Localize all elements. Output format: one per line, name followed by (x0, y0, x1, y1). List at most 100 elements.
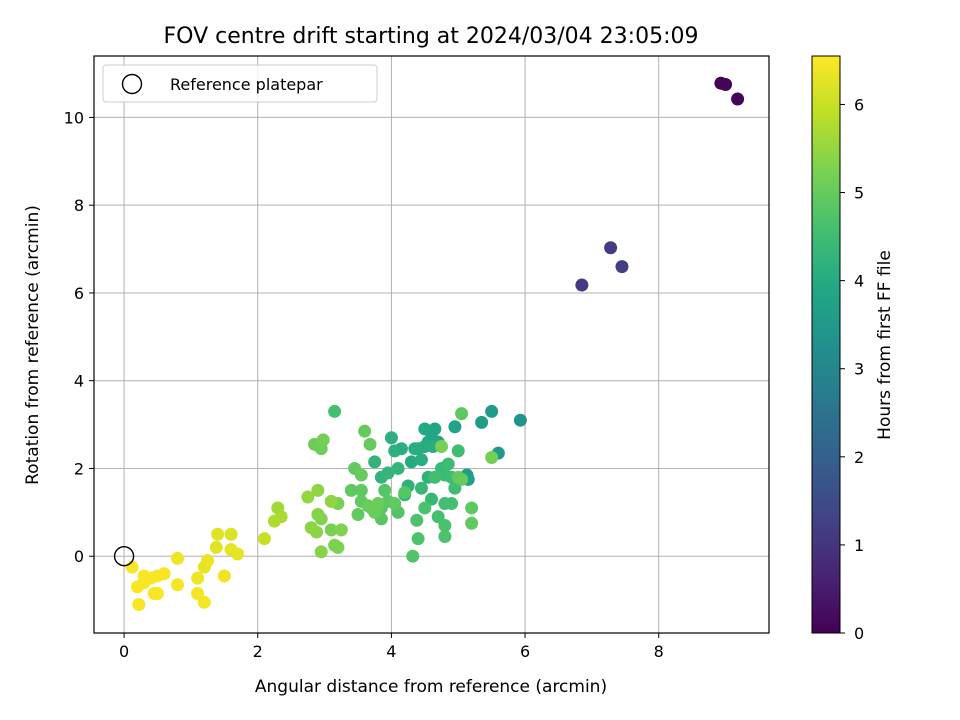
colorbar-label: Hours from first FF file (875, 250, 895, 440)
data-point (615, 260, 629, 274)
data-point (435, 440, 449, 454)
x-tick-label: 2 (253, 642, 263, 661)
data-point (575, 278, 589, 292)
data-point (418, 422, 432, 436)
reference-marker (113, 546, 135, 567)
data-point (438, 529, 452, 543)
colorbar-tick-label: 1 (854, 536, 864, 555)
plot-frame (93, 55, 770, 634)
legend-box (102, 64, 378, 103)
data-point (257, 532, 271, 546)
data-point (448, 481, 462, 495)
data-point (378, 483, 392, 497)
data-point (485, 450, 499, 464)
data-point (191, 587, 205, 601)
data-point (388, 497, 402, 511)
data-point (455, 472, 469, 486)
legend-reference-marker (121, 73, 143, 95)
x-axis-label: Angular distance from reference (arcmin) (255, 677, 607, 697)
y-tick-label: 0 (74, 547, 84, 566)
data-point (171, 578, 185, 592)
data-point (328, 404, 342, 418)
data-point (211, 527, 225, 541)
data-point (371, 497, 385, 511)
data-point (381, 466, 395, 480)
colorbar: 0 1 2 3 4 5 6 Hours from first FF file (811, 55, 895, 643)
data-point (414, 481, 428, 495)
data-point (719, 78, 733, 92)
data-point (418, 501, 432, 515)
data-point (197, 595, 211, 609)
data-point (125, 560, 139, 574)
colorbar-tick-label: 2 (854, 448, 864, 467)
grid-lines (94, 56, 769, 633)
data-point (358, 424, 372, 438)
colorbar-ticks: 0 1 2 3 4 5 6 (840, 95, 864, 643)
colorbar-tick-label: 4 (854, 272, 864, 291)
x-tick-label: 6 (520, 642, 530, 661)
x-axis-ticks: 0 2 4 6 8 (119, 633, 664, 661)
colorbar-gradient (811, 55, 841, 634)
data-point (425, 492, 438, 506)
data-point (354, 468, 368, 482)
data-point (150, 587, 164, 601)
data-point (448, 420, 462, 434)
y-axis-label: Rotation from reference (arcmin) (23, 205, 43, 485)
legend-reference-label: Reference platepar (170, 75, 323, 94)
y-tick-label: 8 (74, 196, 84, 215)
data-point (363, 437, 377, 451)
data-point (130, 580, 144, 594)
data-point (455, 407, 469, 421)
y-tick-label: 10 (64, 108, 84, 127)
y-axis-ticks: 0 2 4 6 8 10 (64, 108, 94, 566)
data-point (209, 540, 223, 554)
data-point (267, 514, 281, 528)
data-point (513, 413, 527, 427)
data-point (410, 513, 424, 527)
data-point (438, 518, 452, 532)
x-tick-label: 8 (654, 642, 664, 661)
data-point (384, 431, 398, 445)
data-point (314, 545, 328, 559)
data-point (465, 501, 479, 515)
data-point (411, 532, 425, 546)
data-point (310, 525, 324, 539)
data-point (465, 516, 479, 530)
x-tick-label: 4 (386, 642, 396, 661)
data-point (368, 455, 382, 469)
data-point (414, 453, 428, 467)
data-point (451, 444, 465, 458)
data-point (428, 422, 442, 436)
data-point (731, 92, 745, 106)
data-point (604, 241, 618, 255)
data-point (445, 497, 459, 511)
legend: Reference platepar (102, 64, 378, 103)
data-point (404, 455, 418, 469)
colorbar-tick-label: 3 (854, 360, 864, 379)
colorbar-tick-label: 5 (854, 184, 864, 203)
scatter-points (113, 76, 745, 611)
data-point (311, 508, 325, 522)
colorbar-tick-label: 6 (854, 95, 864, 114)
data-point (334, 523, 348, 537)
y-tick-label: 6 (74, 284, 84, 303)
data-point (132, 597, 146, 611)
data-point (431, 510, 445, 524)
data-point (354, 483, 368, 497)
chart-title: FOV centre drift starting at 2024/03/04 … (164, 24, 699, 49)
data-point (391, 461, 405, 475)
data-point (231, 547, 245, 561)
data-point (351, 508, 365, 522)
data-point (441, 457, 455, 471)
data-point (171, 551, 185, 565)
data-point (388, 444, 402, 458)
data-point (428, 470, 442, 484)
data-point (398, 486, 412, 500)
data-point (485, 404, 499, 418)
data-point (406, 549, 420, 563)
data-point (344, 483, 358, 497)
colorbar-tick-label: 0 (854, 624, 864, 643)
data-point (191, 571, 205, 585)
data-point (316, 433, 330, 447)
